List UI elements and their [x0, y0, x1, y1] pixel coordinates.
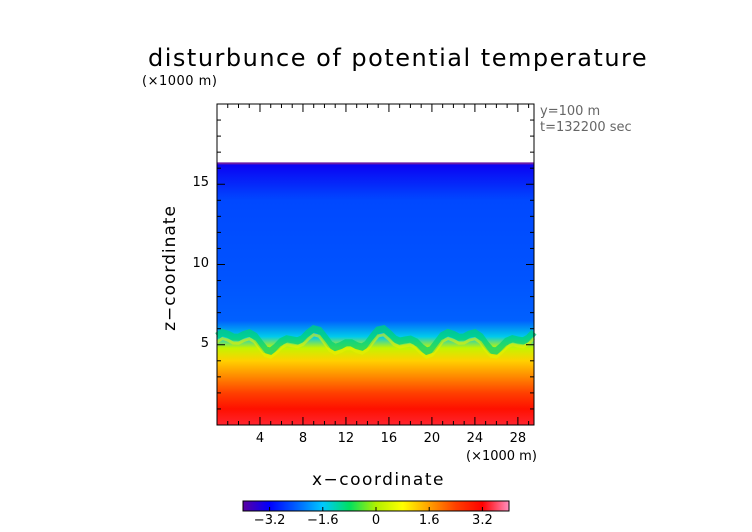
plot-area	[215, 162, 537, 425]
y-tick-label: 10	[192, 255, 209, 271]
x-tick-label: 4	[255, 431, 265, 446]
x-tick-label: 24	[466, 431, 484, 446]
colorbar-tick-label: 3.2	[472, 513, 493, 528]
colorbar-tick-label: −1.6	[307, 513, 339, 528]
colorbar-tick-label: 0	[371, 513, 381, 528]
x-tick-label: 28	[509, 431, 527, 446]
x-tick-label: 12	[337, 431, 355, 446]
y-axis-label: z−coordinate	[160, 205, 180, 331]
x-tick-label: 20	[423, 431, 441, 446]
colorbar	[242, 500, 510, 512]
chart-title: disturbunce of potential temperature	[148, 44, 649, 72]
y-tick-label: 15	[192, 175, 209, 191]
interface-band-lower	[216, 333, 536, 359]
annotation-time: t=132200 sec	[540, 120, 632, 135]
annotation-y-position: y=100 m	[540, 104, 601, 119]
colorbar-tick-label: 1.6	[418, 513, 440, 528]
x-axis-label: x−coordinate	[312, 470, 445, 490]
x-tick-label: 8	[298, 431, 308, 446]
y-axis-unit: (×1000 m)	[142, 74, 218, 89]
interface-band	[215, 324, 537, 356]
axes	[216, 103, 535, 426]
x-axis-unit: (×1000 m)	[466, 449, 537, 464]
y-tick-label: 5	[200, 335, 209, 351]
colorbar-tick-label: −3.2	[253, 513, 286, 528]
x-tick-label: 16	[380, 431, 398, 446]
field-fill	[217, 163, 534, 425]
